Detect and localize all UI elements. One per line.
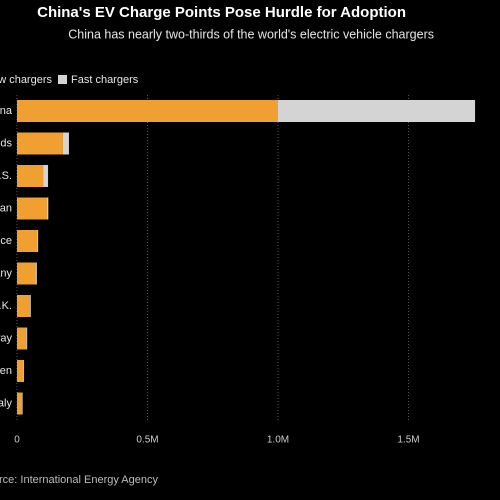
legend-swatch xyxy=(58,75,67,84)
chart-subtitle: China has nearly two-thirds of the world… xyxy=(68,27,434,41)
bar-segment xyxy=(37,230,39,252)
bar-segment xyxy=(23,360,25,382)
y-tick-label: Sweden xyxy=(0,365,12,377)
legend-label: Fast chargers xyxy=(71,74,139,86)
x-tick-label: 0.5M xyxy=(136,435,158,446)
bar-segment xyxy=(62,132,69,155)
source-note: Source: International Energy Agency xyxy=(0,474,158,486)
y-tick-label: Japan xyxy=(0,202,12,214)
y-tick-label: U.K. xyxy=(0,300,12,312)
bar-segment xyxy=(22,392,23,415)
bar-segment xyxy=(17,327,27,350)
x-tick-label: 1.5M xyxy=(397,435,419,446)
x-tick-label: 1.0M xyxy=(267,435,289,446)
bar-segment xyxy=(26,327,28,350)
y-tick-label: Italy xyxy=(0,397,12,409)
bar-segment xyxy=(35,262,37,285)
y-tick-label: Germany xyxy=(0,267,12,279)
bar-segment xyxy=(17,100,278,122)
y-tick-label: Norway xyxy=(0,332,12,344)
bar-segment xyxy=(30,295,31,317)
bar-segment xyxy=(17,295,31,317)
bar-segment xyxy=(17,165,44,187)
bar-segment xyxy=(17,132,63,155)
legend-label: Slow chargers xyxy=(0,74,52,86)
chart-title: China's EV Charge Points Pose Hurdle for… xyxy=(37,4,406,21)
bar-segment xyxy=(17,230,38,252)
bar-segment xyxy=(17,262,36,285)
y-tick-label: U.S. xyxy=(0,170,12,182)
bar-segment xyxy=(278,100,476,122)
y-tick-label: France xyxy=(0,235,12,247)
x-tick-label: 0 xyxy=(14,435,20,446)
bar-segment xyxy=(17,197,48,220)
bar-segment xyxy=(47,197,49,220)
y-tick-label: China xyxy=(0,105,13,117)
y-tick-label: Netherlands xyxy=(0,137,12,149)
bar-segment xyxy=(43,165,49,187)
bar-segment xyxy=(17,360,24,382)
bar-segment xyxy=(17,392,23,415)
